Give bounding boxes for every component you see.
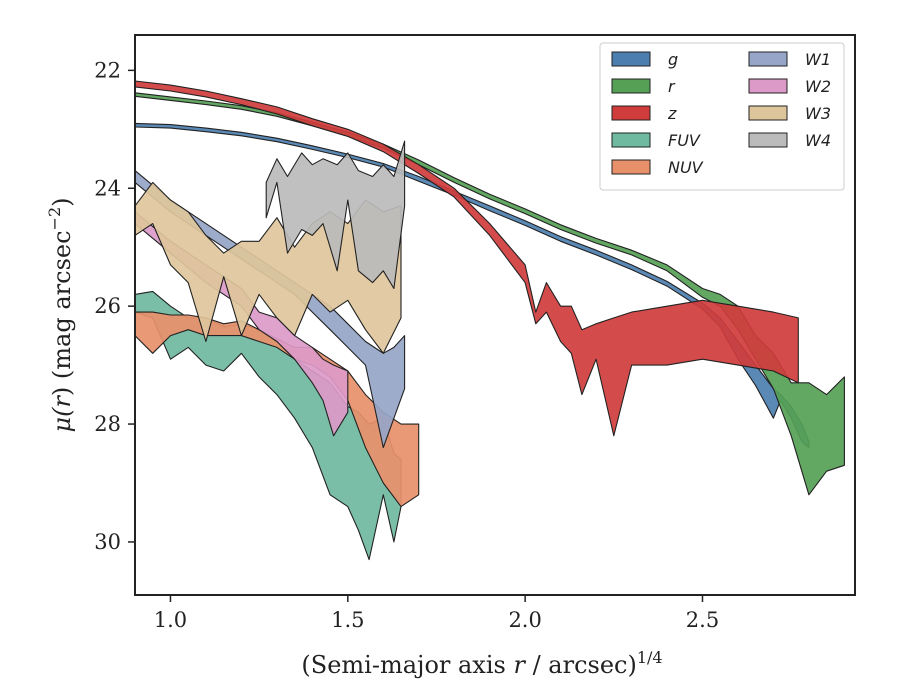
legend-label-r: r: [668, 77, 676, 96]
x-axis-title: (Semi-major axis r / arcsec)1/4: [301, 648, 662, 679]
legend-swatch-z: [611, 105, 651, 121]
legend-label-w1: W1: [805, 50, 831, 69]
legend-label-g: g: [668, 50, 678, 69]
band-z: [134, 80, 799, 437]
legend-swatch-w4: [748, 132, 788, 148]
legend-swatch-nuv: [611, 159, 651, 175]
y-tick-label: 26: [94, 294, 121, 318]
x-tick-label: 1.5: [331, 608, 364, 632]
legend-swatch-w3: [748, 105, 788, 121]
legend-label-z: z: [667, 104, 677, 123]
y-axis-title: μ(r) (mag arcsec−2): [45, 197, 76, 432]
legend-label-fuv: FUV: [668, 131, 701, 150]
legend-swatch-fuv: [611, 132, 651, 148]
legend-label-w2: W2: [805, 77, 831, 96]
legend-swatch-r: [611, 78, 651, 94]
legend-label-w4: W4: [805, 131, 831, 150]
band-w4: [265, 140, 406, 290]
y-tick-label: 28: [94, 412, 121, 436]
y-tick-label: 24: [94, 176, 121, 200]
legend-swatch-g: [611, 51, 651, 67]
legend-swatch-w1: [748, 51, 788, 67]
y-axis-ticks: 22 24 26 28 30: [94, 58, 135, 554]
legend-label-nuv: NUV: [668, 158, 704, 177]
x-tick-label: 1.0: [154, 608, 187, 632]
y-tick-label: 22: [94, 58, 121, 82]
band-series-group: [134, 80, 845, 561]
plot-frame: [134, 34, 856, 596]
legend: grz FUV NUV W1 W2 W3 W4: [599, 42, 845, 191]
legend-swatch-w2: [748, 78, 788, 94]
x-axis-ticks: 1.0 1.5 2.0 2.5: [154, 595, 719, 632]
x-tick-label: 2.0: [508, 608, 541, 632]
x-tick-label: 2.5: [686, 608, 719, 632]
band-nuv: [134, 311, 420, 508]
y-tick-label: 30: [94, 530, 121, 554]
legend-label-w3: W3: [805, 104, 831, 123]
